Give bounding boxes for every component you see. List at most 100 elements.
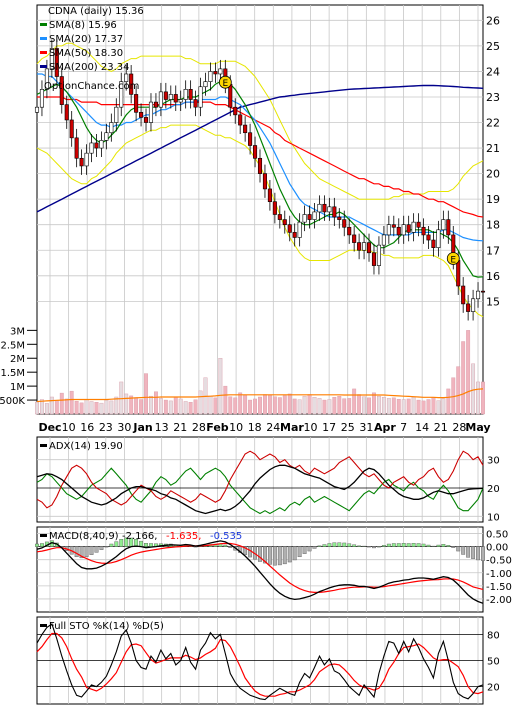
volume-bar (441, 398, 446, 415)
macd-histogram-bar (466, 546, 471, 558)
x-tick-label: 28 (452, 421, 466, 434)
macd-histogram-bar (471, 546, 476, 559)
sma50-line (37, 96, 484, 218)
macd-histogram-bar (376, 546, 381, 548)
candle-body (158, 91, 163, 108)
candle-body (476, 290, 481, 300)
volume-bar (149, 395, 153, 415)
candle-body (307, 214, 312, 220)
x-tick-label: 18 (248, 421, 262, 434)
x-tick-label: 30 (117, 421, 131, 434)
candle-body (386, 224, 391, 236)
price-tick-label: 23 (486, 91, 500, 104)
legend-swatch (40, 51, 47, 54)
macd-tick-label: 0.00 (486, 543, 508, 554)
volume-bar (94, 402, 99, 415)
candle-body (312, 211, 317, 220)
macd-histogram-bar (416, 543, 421, 547)
volume-bar (466, 330, 471, 415)
adx-tick-label: 10 (487, 512, 500, 523)
macd-legend-swatch (40, 534, 47, 537)
macd-histogram-bar (451, 546, 456, 548)
candle-body (272, 201, 277, 215)
volume-bar (119, 381, 124, 415)
volume-bar (391, 397, 396, 415)
price-tick-label: 15 (486, 295, 500, 308)
candle-body (381, 234, 386, 246)
price-tick-label: 22 (486, 117, 500, 130)
volume-bar (456, 366, 461, 415)
volume-bar (168, 400, 173, 415)
volume-bar (139, 399, 144, 415)
candle-body (203, 81, 208, 88)
volume-bar (64, 398, 69, 415)
candle-body (183, 89, 188, 100)
sto-d-line (36, 632, 484, 697)
candle-body (208, 71, 213, 82)
macd-line (36, 540, 484, 604)
sto-panel: 20 50 80 Full STO %K(14) %D(5) (36, 616, 500, 705)
macd-histogram-bar (79, 546, 84, 559)
adx-plot-area (36, 436, 484, 523)
candle-body (371, 252, 377, 266)
x-tick-label: 14 (415, 421, 429, 434)
volume-bar (476, 381, 480, 415)
candle-body (297, 221, 302, 238)
macd-histogram-bar (267, 546, 272, 565)
volume-bar (292, 398, 297, 415)
candle-body (332, 206, 337, 218)
price-panel: 15 16 17 18 19 20 21 22 23 24 25 26 E E (34, 4, 500, 415)
macd-histogram-bar (263, 546, 267, 564)
candle-body (243, 124, 248, 134)
volume-bar (208, 395, 213, 415)
candle-body (362, 242, 367, 251)
sto-tick-label: 50 (487, 657, 500, 668)
legend-entry: SMA(8) 15.96 (49, 20, 117, 31)
x-tick-label: 21 (173, 421, 187, 434)
x-tick-label: 10 (304, 421, 318, 434)
volume-average-line (36, 388, 484, 403)
candle-body (74, 137, 79, 159)
volume-bar (74, 400, 79, 415)
candle-body (352, 234, 357, 243)
price-tick-label: 16 (486, 270, 500, 283)
x-tick-label: Dec (38, 421, 61, 434)
x-tick-label: 31 (359, 421, 373, 434)
sto-k-line (36, 623, 484, 701)
volume-bar (411, 397, 416, 415)
candle-body (49, 48, 54, 70)
candle-body (119, 81, 124, 108)
macd-histogram-bar (337, 542, 342, 547)
macd-histogram-bar (114, 541, 119, 547)
volume-tick-label: 3M (10, 326, 25, 337)
candle-body (366, 242, 372, 254)
volume-bar (376, 395, 381, 415)
volume-bar (352, 388, 357, 415)
candle-body (471, 298, 476, 312)
macd-histogram-bar (277, 546, 282, 566)
legend-swatch (40, 65, 47, 68)
macd-histogram-bar (342, 542, 347, 547)
macd-tick-label: -2.00 (486, 595, 512, 606)
candle-body (401, 224, 406, 236)
volume-bar (267, 394, 272, 415)
candle-body (104, 132, 109, 141)
x-tick-label: 10 (62, 421, 76, 434)
macd-histogram-bar (461, 546, 466, 555)
macd-histogram-bar (317, 545, 322, 547)
candle-body (411, 221, 416, 233)
macd-histogram-bar (124, 537, 129, 547)
candle-body (357, 242, 362, 251)
candle-body (54, 48, 59, 77)
earnings-marker-label: E (450, 255, 456, 265)
candle-body (257, 157, 263, 174)
macd-histogram-bar (322, 544, 327, 547)
legend-swatch (40, 37, 47, 40)
legend-entry: SMA(200) 23.34 (49, 62, 130, 73)
candle-body (198, 86, 203, 108)
macd-histogram-bar (441, 544, 446, 547)
candle-body (59, 76, 64, 105)
candle-body (253, 145, 258, 159)
price-tick-label: 19 (486, 193, 500, 206)
macd-histogram-bar (421, 543, 426, 547)
